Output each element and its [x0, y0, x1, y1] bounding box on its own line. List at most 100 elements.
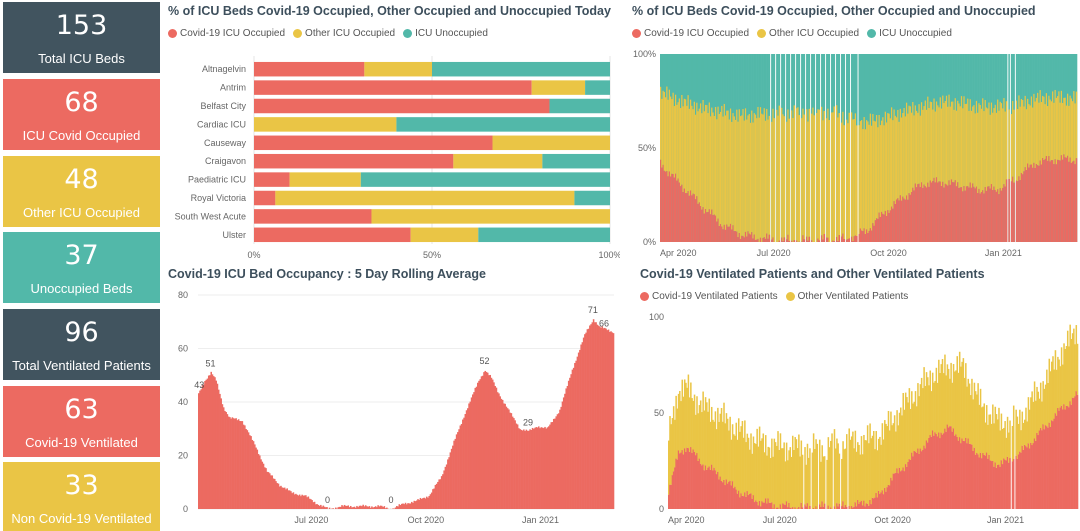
bar-segment	[895, 431, 897, 473]
bar	[531, 427, 534, 509]
bar-segment	[1050, 160, 1053, 242]
bar-segment	[861, 120, 863, 231]
legend-label: Covid-19 Ventilated Patients	[652, 291, 778, 302]
bar-segment	[685, 451, 687, 509]
bar	[371, 506, 373, 509]
bar-segment	[820, 507, 822, 509]
bar	[363, 506, 366, 509]
bar-segment	[708, 398, 711, 467]
bar	[566, 385, 569, 509]
legend-item-other[interactable]: Other ICU Occupied	[757, 28, 859, 39]
bar-segment	[859, 454, 862, 503]
bar-segment	[956, 436, 959, 509]
bar-segment	[877, 438, 880, 491]
bar-segment	[873, 498, 875, 509]
bar-segment	[952, 364, 955, 429]
bar-segment	[796, 108, 798, 241]
bar-segment	[726, 483, 729, 509]
bar	[457, 432, 459, 509]
bar	[215, 380, 217, 509]
bar	[591, 322, 594, 509]
legend-item-covid[interactable]: Covid-19 ICU Occupied	[632, 28, 749, 39]
legend-item-other[interactable]: Other ICU Occupied	[293, 28, 395, 39]
bar-segment	[733, 434, 735, 489]
bar-segment	[942, 181, 944, 242]
bar-segment	[817, 109, 819, 239]
bar-segment	[1071, 333, 1074, 398]
legend-item-covid[interactable]: Covid-19 ICU Occupied	[168, 28, 285, 39]
bar-segment	[1062, 102, 1064, 160]
bar-segment	[1019, 451, 1021, 509]
x-tick-label: Jul 2020	[294, 515, 328, 525]
bar-segment	[1025, 446, 1027, 509]
bar-segment	[1043, 96, 1045, 161]
bar-segment	[966, 443, 968, 509]
bar	[236, 420, 239, 509]
bar-segment	[747, 495, 750, 509]
bar-segment	[1030, 96, 1033, 165]
bar	[358, 505, 361, 509]
bar	[198, 393, 200, 509]
bar-segment	[918, 183, 920, 242]
bar-segment	[702, 100, 704, 208]
bar	[359, 505, 362, 509]
bar-segment	[1030, 164, 1033, 242]
bar	[435, 483, 438, 509]
legend-item-other-ventilated[interactable]: Other Ventilated Patients	[785, 291, 908, 302]
bar-segment	[887, 210, 889, 242]
bar	[409, 503, 412, 509]
ventilated-patients-chart: Covid-19 Ventilated Patients and Other V…	[640, 267, 1080, 531]
bar-segment	[1040, 164, 1043, 242]
legend-item-unoccupied[interactable]: ICU Unoccupied	[403, 28, 488, 39]
bar-segment	[934, 182, 937, 242]
legend-item-unoccupied[interactable]: ICU Unoccupied	[867, 28, 952, 39]
bar-segment	[925, 187, 928, 242]
bar	[351, 507, 353, 509]
bar-segment	[1036, 432, 1038, 509]
bar	[546, 427, 549, 509]
bar	[394, 507, 397, 509]
bar-segment	[693, 101, 696, 195]
x-tick-label: Jan 2021	[987, 515, 1024, 525]
bar-segment	[891, 480, 893, 509]
bar	[288, 490, 291, 509]
bar-segment	[662, 164, 665, 242]
bar	[217, 389, 220, 509]
bar	[318, 505, 321, 509]
bar-segment	[739, 116, 742, 239]
bar-segment	[938, 181, 940, 242]
bar-segment	[1030, 397, 1032, 443]
bar-segment	[919, 448, 922, 509]
bar	[292, 492, 295, 509]
bar-segment	[866, 425, 869, 504]
y-tick-label: 0	[183, 504, 188, 514]
bar-segment	[1038, 398, 1041, 431]
bar-segment	[870, 438, 873, 505]
bar-segment	[679, 453, 681, 509]
bar-segment	[882, 494, 885, 509]
bar-segment	[714, 470, 717, 509]
bar-segment	[876, 497, 879, 509]
bar-segment	[1038, 102, 1040, 166]
bar-segment	[914, 105, 917, 184]
bar-segment	[703, 213, 706, 242]
bar-segment	[707, 411, 709, 468]
bar-segment	[913, 115, 915, 191]
bar-segment	[860, 436, 863, 501]
bar-segment	[783, 442, 785, 505]
bar-segment	[788, 118, 791, 241]
bar-segment	[957, 372, 960, 441]
legend-item-covid-ventilated[interactable]: Covid-19 Ventilated Patients	[640, 291, 778, 302]
bar-segment	[893, 201, 896, 242]
bar-segment	[879, 217, 882, 242]
bar-segment	[1058, 91, 1060, 160]
bar-segment	[684, 193, 687, 242]
bar-segment	[909, 408, 912, 460]
bar-segment	[1073, 398, 1075, 509]
bar-segment	[681, 94, 683, 185]
bar-segment	[882, 213, 884, 242]
bar-segment	[958, 103, 960, 189]
bar	[579, 349, 581, 509]
bar-segment	[866, 120, 868, 230]
bar-segment	[830, 507, 832, 509]
